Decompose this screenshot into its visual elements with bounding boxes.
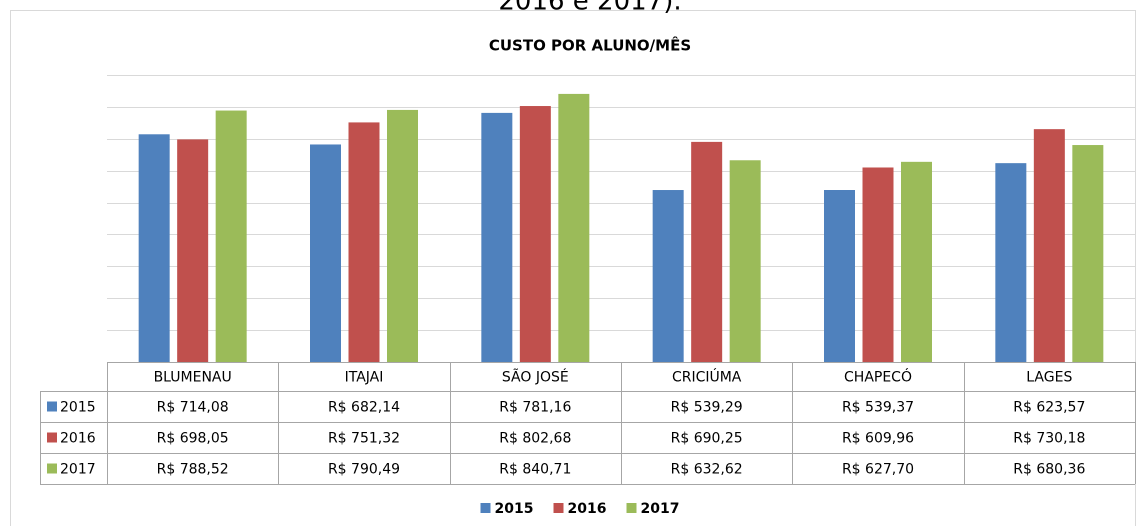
data-label: R$ 627,70 <box>842 462 914 478</box>
x-tick-label: SÃO JOSÉ <box>502 369 569 386</box>
data-label: R$ 682,14 <box>328 400 400 416</box>
data-label: R$ 698,05 <box>157 431 229 447</box>
bar <box>481 112 513 362</box>
bar <box>995 163 1027 362</box>
legend-label: 2015 <box>495 501 534 517</box>
data-label: R$ 623,57 <box>1013 400 1085 416</box>
x-tick-label: ITAJAI <box>345 370 384 386</box>
table-legend-key <box>47 432 57 443</box>
bar <box>652 190 684 362</box>
chart-title: CUSTO POR ALUNO/MÊS <box>489 36 691 55</box>
bar <box>519 106 551 362</box>
legend-key <box>553 503 564 513</box>
bar <box>824 190 855 362</box>
bar <box>1033 129 1065 362</box>
caption-mask <box>470 0 730 10</box>
data-label: R$ 690,25 <box>671 431 743 447</box>
table-legend-key <box>47 463 57 474</box>
bar <box>310 144 341 362</box>
bar <box>215 110 247 362</box>
bar <box>348 122 380 362</box>
data-label: R$ 802,68 <box>499 431 571 447</box>
data-label: R$ 714,08 <box>157 400 229 416</box>
legend-label: 2016 <box>568 501 607 517</box>
bar <box>901 161 932 362</box>
x-tick-label: CHAPECÓ <box>844 368 912 386</box>
data-label: R$ 730,18 <box>1013 431 1085 447</box>
bar <box>138 134 170 362</box>
bar <box>177 139 209 362</box>
bar <box>729 160 761 362</box>
x-tick-label: CRICIÚMA <box>672 368 742 386</box>
bar <box>691 141 723 362</box>
data-label: R$ 788,52 <box>157 462 229 478</box>
data-label: R$ 790,49 <box>328 462 400 478</box>
table-row-label: 2015 <box>60 400 96 416</box>
table-legend-key <box>47 401 57 412</box>
table-row-label: 2017 <box>60 462 96 478</box>
bar <box>1072 145 1104 362</box>
legend-label: 2017 <box>641 501 680 517</box>
data-label: R$ 539,29 <box>671 400 743 416</box>
data-label: R$ 751,32 <box>328 431 400 447</box>
data-label: R$ 680,36 <box>1013 462 1085 478</box>
x-tick-label: LAGES <box>1026 370 1072 386</box>
table-row-label: 2016 <box>60 431 96 447</box>
data-label: R$ 840,71 <box>499 462 571 478</box>
bar <box>558 93 590 362</box>
page-caption: 2016 e 2017). <box>498 0 681 17</box>
legend-key <box>480 503 491 513</box>
data-label: R$ 632,62 <box>671 462 743 478</box>
data-label: R$ 781,16 <box>499 400 571 416</box>
bar <box>862 167 894 362</box>
legend-key <box>626 503 637 513</box>
bar <box>387 109 418 362</box>
x-tick-label: BLUMENAU <box>154 370 232 386</box>
data-label: R$ 539,37 <box>842 400 914 416</box>
data-label: R$ 609,96 <box>842 431 914 447</box>
